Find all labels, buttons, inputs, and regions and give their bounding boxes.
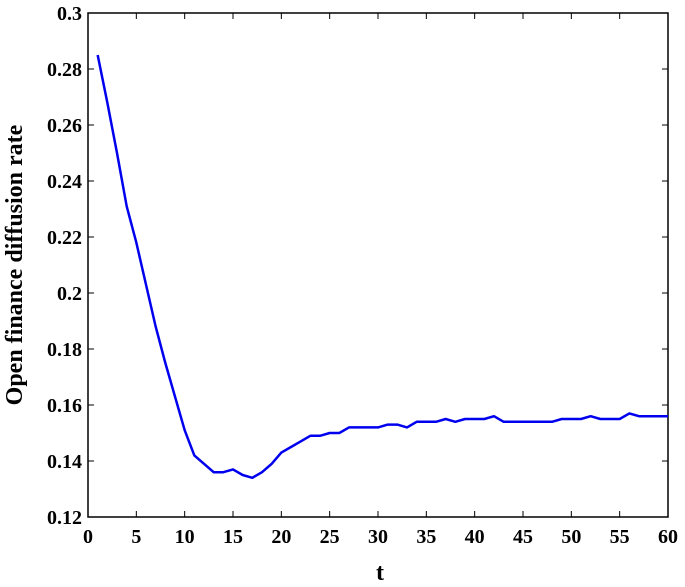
x-tick-label: 25 bbox=[320, 526, 340, 548]
x-tick-label: 5 bbox=[131, 526, 141, 548]
data-line bbox=[96, 54, 668, 480]
y-tick-label: 0.22 bbox=[47, 227, 82, 249]
x-tick-label: 40 bbox=[465, 526, 485, 548]
y-axis-label: Open finance diffusion rate bbox=[2, 124, 28, 405]
y-tick-label: 0.2 bbox=[57, 283, 82, 305]
y-tick-label: 0.24 bbox=[47, 171, 82, 193]
x-tick-label: 15 bbox=[223, 526, 243, 548]
x-tick-label: 50 bbox=[561, 526, 581, 548]
x-axis-label: t bbox=[376, 560, 384, 586]
x-tick-label: 10 bbox=[175, 526, 195, 548]
y-tick-label: 0.16 bbox=[47, 395, 82, 417]
x-tick-label: 0 bbox=[83, 526, 93, 548]
y-tick-label: 0.26 bbox=[47, 115, 82, 137]
x-tick-label: 45 bbox=[513, 526, 533, 548]
x-tick-label: 60 bbox=[658, 526, 678, 548]
x-tick-label: 20 bbox=[271, 526, 291, 548]
y-tick-label: 0.3 bbox=[57, 3, 82, 25]
plot-frame bbox=[87, 12, 669, 518]
y-tick-label: 0.28 bbox=[47, 59, 82, 81]
x-tick-label: 30 bbox=[368, 526, 388, 548]
y-tick-label: 0.18 bbox=[47, 339, 82, 361]
y-tick-label: 0.12 bbox=[47, 507, 82, 529]
x-tick-label: 35 bbox=[416, 526, 436, 548]
y-tick-label: 0.14 bbox=[47, 451, 82, 473]
x-tick-label: 55 bbox=[610, 526, 630, 548]
